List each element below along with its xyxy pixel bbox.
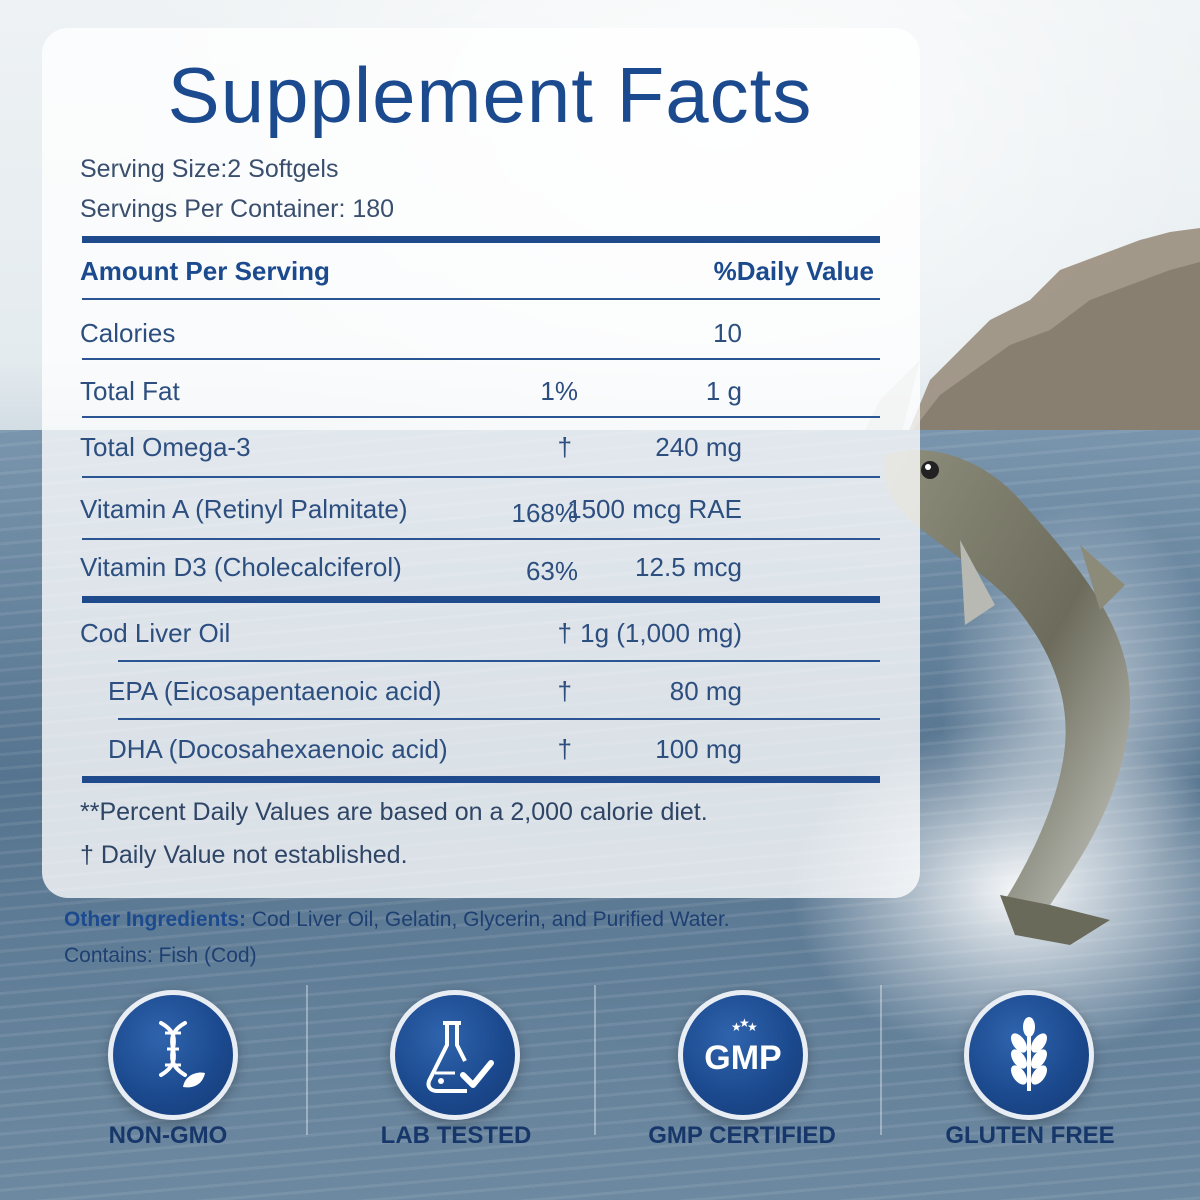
nutrient-amount: 240 mg <box>655 432 742 462</box>
rule <box>82 358 880 360</box>
lab-tested-label: LAB TESTED <box>380 1122 532 1149</box>
nutrient-daily-value: † <box>557 734 572 764</box>
rule <box>82 416 880 418</box>
nutrient-daily-value: † <box>557 676 572 706</box>
table-row: Calories 10 <box>0 318 900 358</box>
gmp-stars-icon: ★ ★ ★ GMP <box>704 1016 781 1077</box>
wheat-icon <box>1011 1017 1047 1091</box>
thick-rule <box>82 596 880 603</box>
nutrient-name: DHA (Docosahexaenoic acid) <box>108 734 448 764</box>
nutrient-name: Total Omega-3 <box>80 432 251 462</box>
svg-text:★: ★ <box>739 1016 750 1030</box>
nutrient-amount: 80 mg <box>669 676 742 706</box>
nutrient-name: EPA (Eicosapentaenoic acid) <box>108 676 442 706</box>
divider <box>594 985 596 1135</box>
supplement-facts-panel <box>42 28 920 898</box>
serving-size: Serving Size:2 Softgels <box>80 155 339 183</box>
gmp-certified-label: GMP CERTIFIED <box>648 1122 836 1149</box>
table-row: Vitamin A (Retinyl Palmitate) 1500 mcg R… <box>0 494 900 534</box>
daily-value-header: %Daily Value <box>713 256 874 286</box>
nutrient-name: Vitamin D3 (Cholecalciferol) <box>80 552 402 582</box>
servings-per-container: Servings Per Container: 180 <box>80 195 395 223</box>
allergen-contains: Contains: Fish (Cod) <box>64 944 257 967</box>
non-gmo-label: NON-GMO <box>108 1122 228 1149</box>
table-row: Total Fat 1 g 1% <box>0 376 900 416</box>
nutrient-amount: 1g (1,000 mg) <box>580 618 742 648</box>
rule <box>82 538 880 540</box>
nutrient-name: Vitamin A (Retinyl Palmitate) <box>80 494 408 524</box>
flask-check-icon <box>426 1021 494 1093</box>
svg-text:★: ★ <box>747 1020 758 1034</box>
rule <box>118 660 880 662</box>
nutrient-daily-value: 1% <box>540 376 578 406</box>
gmp-icon-text: GMP <box>704 1039 781 1077</box>
thick-rule <box>82 236 880 243</box>
table-row: EPA (Eicosapentaenoic acid) 80 mg † <box>0 676 900 716</box>
gmp-certified-badge: ★ ★ ★ GMP <box>678 990 808 1120</box>
nutrient-daily-value: † <box>557 618 572 648</box>
page-title: Supplement Facts <box>167 51 813 139</box>
nutrient-daily-value: † <box>557 432 572 462</box>
rule <box>118 718 880 720</box>
nutrient-amount: 10 <box>713 318 742 348</box>
nutrient-amount: 100 mg <box>655 734 742 764</box>
nutrient-daily-value: 168% <box>511 498 579 528</box>
table-row: Vitamin D3 (Cholecalciferol) 12.5 mcg 63… <box>0 552 900 592</box>
non-gmo-badge <box>108 990 238 1120</box>
footnote-dagger: † Daily Value not established. <box>80 841 408 869</box>
dna-leaf-icon <box>159 1021 205 1088</box>
nutrient-amount: 12.5 mcg <box>635 552 742 582</box>
lab-tested-badge <box>390 990 520 1120</box>
nutrient-daily-value: 63% <box>525 556 578 586</box>
divider <box>306 985 308 1135</box>
rule <box>82 476 880 478</box>
amount-per-serving-header: Amount Per Serving <box>80 256 330 286</box>
nutrient-name: Calories <box>80 318 176 348</box>
gluten-free-badge <box>964 990 1094 1120</box>
table-row: Cod Liver Oil 1g (1,000 mg) † <box>0 618 900 658</box>
other-ingredients-text: Cod Liver Oil, Gelatin, Glycerin, and Pu… <box>246 908 730 931</box>
svg-text:★: ★ <box>731 1020 742 1034</box>
divider <box>880 985 882 1135</box>
nutrient-name: Total Fat <box>80 376 180 406</box>
footnote-daily-values: **Percent Daily Values are based on a 2,… <box>80 798 708 826</box>
thick-rule <box>82 776 880 783</box>
table-row: DHA (Docosahexaenoic acid) 100 mg † <box>0 734 900 774</box>
nutrient-amount: 1500 mcg RAE <box>567 494 742 524</box>
nutrient-name: Cod Liver Oil <box>80 618 231 648</box>
other-ingredients: Other Ingredients: Cod Liver Oil, Gelati… <box>64 908 730 932</box>
nutrient-amount: 1 g <box>705 376 742 406</box>
table-row: Total Omega-3 240 mg † <box>0 432 900 472</box>
rule <box>82 298 880 300</box>
gluten-free-label: GLUTEN FREE <box>945 1122 1115 1149</box>
other-ingredients-label: Other Ingredients: <box>64 908 247 931</box>
